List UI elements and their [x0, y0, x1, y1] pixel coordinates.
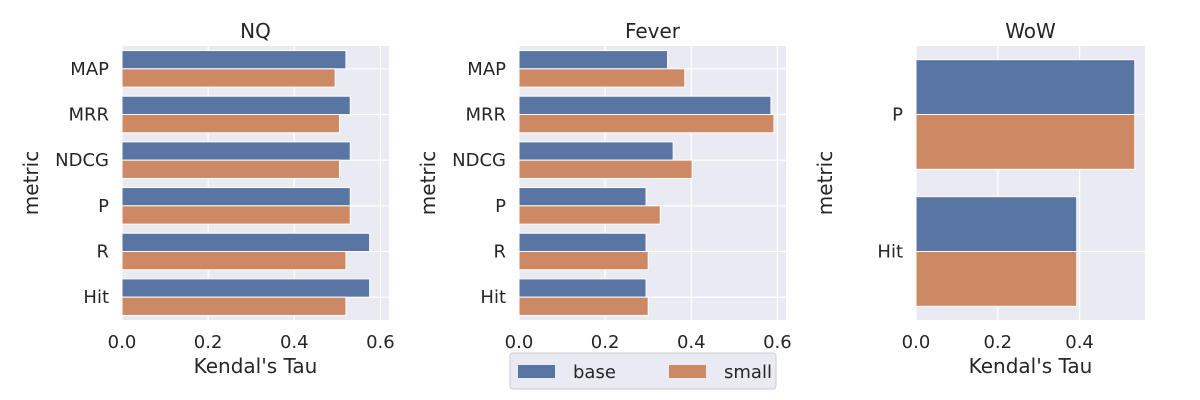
bar-small-ndcg [121, 159, 340, 179]
legend-box [509, 352, 777, 390]
panel-nq: 0.0 0.2 0.4 0.6 MAP MRR NDCG P R Hit NQ Kendal's Ta… [19, 19, 395, 378]
bar-base-hit [518, 278, 647, 298]
bar-small-hit [518, 296, 649, 316]
y-tick-label-p: P [892, 105, 903, 126]
y-axis-label: metric [19, 151, 43, 215]
y-tick-label-map: MAP [467, 59, 506, 80]
bar-small-r [518, 251, 649, 271]
y-tick-label-ndcg: NDCG [55, 150, 109, 171]
bar-base-r [518, 232, 647, 253]
y-tick-label-mrr: MRR [465, 105, 506, 126]
panel-title: NQ [240, 19, 271, 43]
plot-area [519, 46, 786, 320]
bar-base-p [915, 59, 1136, 115]
y-tick-label-p: P [495, 196, 506, 217]
y-axis-label: metric [813, 151, 837, 215]
x-tick-label: 0.4 [677, 332, 706, 353]
panel-wow: 0.0 0.2 0.4 P Hit WoW Kendal's Tau metric [813, 19, 1145, 378]
bar-small-map [518, 68, 686, 88]
y-tick-label-r: R [96, 242, 109, 263]
bar-small-p [121, 205, 351, 225]
y-tick-label-hit: Hit [83, 287, 109, 308]
y-axis-label: metric [416, 151, 440, 215]
x-tick-label: 0.2 [194, 332, 223, 353]
legend-label-small: small [724, 362, 772, 383]
panel-fever: 0.0 0.2 0.4 0.6 MAP MRR NDCG P R Hit Fever metric [416, 19, 792, 353]
bar-base-p [121, 187, 351, 207]
bar-small-map [121, 68, 336, 88]
y-tick-label-p: P [98, 196, 109, 217]
bar-base-mrr [121, 95, 351, 115]
bar-base-r [121, 232, 371, 253]
bar-small-p [915, 114, 1136, 170]
bar-small-ndcg [518, 159, 693, 179]
legend-swatch-small [669, 365, 706, 378]
legend: base small [509, 352, 777, 390]
bar-small-mrr [518, 114, 775, 134]
y-tick-label-r: R [493, 242, 506, 263]
bar-base-hit [121, 278, 371, 298]
x-tick-label: 0.6 [763, 332, 792, 353]
bar-small-p [518, 205, 661, 225]
x-tick-label: 0.4 [1065, 332, 1094, 353]
bar-base-ndcg [518, 141, 674, 161]
bar-base-map [518, 50, 669, 70]
y-tick-label-hit: Hit [480, 287, 506, 308]
x-axis-label: Kendal's Tau [969, 354, 1093, 378]
y-tick-label-mrr: MRR [68, 105, 109, 126]
y-tick-label-map: MAP [70, 59, 109, 80]
bar-base-p [518, 187, 647, 207]
x-axis-label: Kendal's Tau [194, 354, 318, 378]
bar-base-ndcg [121, 141, 351, 161]
y-tick-label-ndcg: NDCG [452, 150, 506, 171]
legend-swatch-base [518, 365, 555, 378]
x-tick-label: 0.0 [902, 332, 931, 353]
bar-base-hit [915, 196, 1078, 252]
bar-base-mrr [518, 95, 772, 115]
panel-title: WoW [1005, 19, 1056, 43]
plot-area [122, 46, 389, 320]
x-tick-label: 0.4 [280, 332, 309, 353]
x-tick-label: 0.2 [591, 332, 620, 353]
x-tick-label: 0.0 [108, 332, 137, 353]
bar-base-map [121, 50, 347, 70]
x-tick-label: 0.0 [505, 332, 534, 353]
y-tick-label-hit: Hit [877, 242, 903, 263]
bar-small-r [121, 251, 347, 271]
bar-small-hit [915, 251, 1078, 307]
legend-label-base: base [573, 362, 616, 383]
bar-small-mrr [121, 114, 340, 134]
bar-small-hit [121, 296, 347, 316]
x-tick-label: 0.2 [983, 332, 1012, 353]
x-tick-label: 0.6 [366, 332, 395, 353]
panel-title: Fever [625, 19, 681, 43]
